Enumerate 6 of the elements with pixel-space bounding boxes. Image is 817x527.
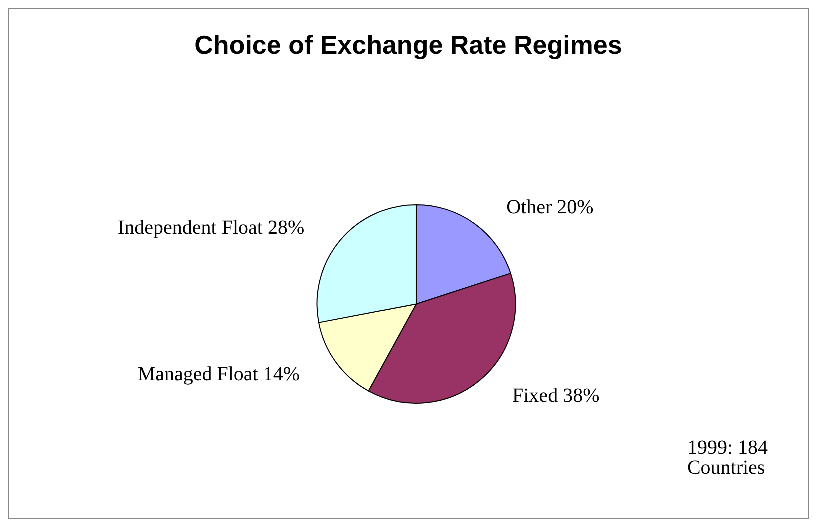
text: 1999: 184 Countries: [687, 437, 768, 479]
slice-label: Managed Float 14%: [138, 363, 300, 386]
chart-title: Choice of Exchange Rate Regimes: [194, 30, 622, 60]
slice-label: Independent Float 28%: [118, 217, 305, 240]
slice-label: Fixed 38%: [512, 385, 600, 408]
slice-label: Other 20%: [506, 196, 594, 219]
